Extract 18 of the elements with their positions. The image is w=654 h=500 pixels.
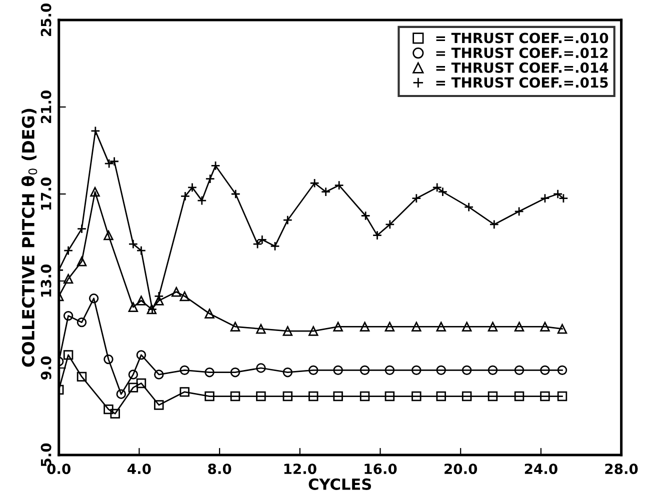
x-tick-label: 4.0 [128,464,151,474]
x-tick-label: 20.0 [444,464,478,474]
legend-label: = THRUST COEF.=.014 [436,62,608,73]
y-tick-label: 25.0 [40,4,52,36]
y-tick-label: 21.0 [40,90,52,124]
legend-label: = THRUST COEF.=.010 [436,32,608,44]
legend-label: = THRUST COEF.=.012 [436,48,608,58]
x-tick-label: 8.0 [208,464,232,474]
x-axis-title: CYCLES [308,478,372,490]
y-tick-label: 9.0 [40,356,52,380]
x-tick-label: 24.0 [524,464,558,474]
y-tick-label: 13.0 [40,264,52,297]
x-tick-label: 16.0 [364,464,397,474]
x-tick-label: 12.0 [284,464,316,474]
y-tick-label: 17.0 [40,178,52,210]
x-tick-label: 28.0 [605,464,638,474]
legend-label: = THRUST COEF.=.015 [436,77,608,88]
y-axis-title: COLLECTIVE PITCH θ$_{0}$ (DEG) [21,108,38,367]
